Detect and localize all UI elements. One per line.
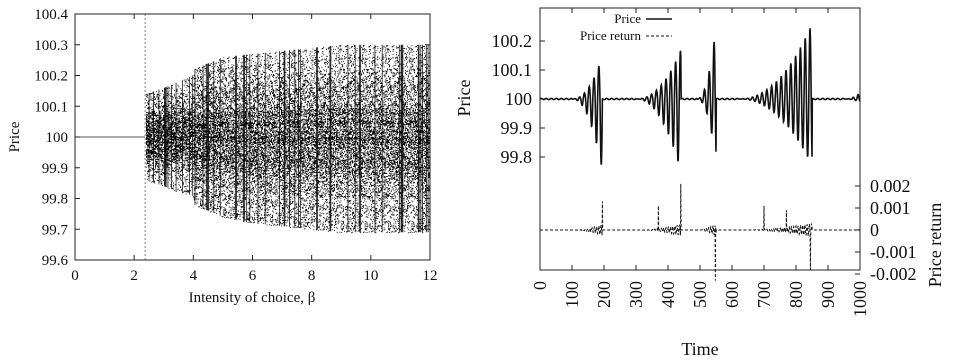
x-axis-label-right: Time <box>681 339 718 359</box>
x-tick-label: 1000 <box>850 281 870 317</box>
x-tick-label: 600 <box>722 281 742 308</box>
tick-marks-right <box>539 8 861 275</box>
x-tick-labels-right: 0 100 200 300 400 500 600 700 800 900 1000 <box>530 281 870 317</box>
x-axis-label: Intensity of choice, β <box>189 290 316 306</box>
x-tick-label: 700 <box>754 281 774 308</box>
y-tick-label: 100.3 <box>34 38 68 54</box>
x-tick-label: 400 <box>658 281 678 308</box>
y-left-tick-label: 99.9 <box>501 118 533 138</box>
y-tick-label: 100.4 <box>34 7 68 23</box>
x-tick-label: 100 <box>562 281 582 308</box>
x-tick-label: 200 <box>594 281 614 308</box>
y-left-tick-label: 100.1 <box>492 60 533 80</box>
tick-marks <box>74 13 431 261</box>
y-tick-label: 99.9 <box>42 161 68 177</box>
y-right-tick-label: -0.002 <box>870 264 917 284</box>
bifurcation-chart: 0 2 4 6 8 10 12 99.6 99.7 99.8 99.9 100 100.1 100.2 1… <box>7 7 438 306</box>
y-tick-label: 100 <box>46 130 69 146</box>
bifurcation-points <box>75 44 431 234</box>
y-right-tick-label: 0.002 <box>870 176 911 196</box>
x-tick-label: 4 <box>190 268 198 284</box>
legend-label-price: Price <box>614 11 641 26</box>
y-tick-label: 99.6 <box>42 253 69 269</box>
y-left-tick-label: 99.8 <box>501 147 533 167</box>
bifurcation-point-cloud <box>146 44 431 234</box>
y-left-tick-label: 100 <box>505 89 532 109</box>
y-right-tick-label: 0 <box>870 220 879 240</box>
y-left-tick-labels: 99.8 99.9 100 100.1 100.2 <box>492 31 533 167</box>
x-tick-label: 0 <box>71 268 79 284</box>
x-tick-label: 2 <box>130 268 138 284</box>
x-tick-label: 10 <box>363 268 378 284</box>
y-right-axis-label: Price return <box>925 203 945 287</box>
y-tick-label: 99.8 <box>42 192 68 208</box>
x-tick-label: 800 <box>786 281 806 308</box>
x-tick-label: 0 <box>530 281 550 290</box>
legend-label-return: Price return <box>580 28 642 43</box>
x-tick-label: 8 <box>308 268 316 284</box>
y-right-tick-label: -0.001 <box>870 242 917 262</box>
x-tick-labels: 0 2 4 6 8 10 12 <box>71 268 437 284</box>
y-left-tick-label: 100.2 <box>492 31 533 51</box>
y-right-tick-label: 0.001 <box>870 198 911 218</box>
x-tick-label: 300 <box>626 281 646 308</box>
x-tick-label: 12 <box>423 268 438 284</box>
x-tick-label: 500 <box>690 281 710 308</box>
y-tick-label: 100.2 <box>34 69 68 85</box>
y-axis-label: Price <box>7 121 23 152</box>
y-tick-label: 99.7 <box>42 222 69 238</box>
x-tick-label: 900 <box>818 281 838 308</box>
y-tick-labels: 99.6 99.7 99.8 99.9 100 100.1 100.2 100.3 100.4 <box>34 7 68 269</box>
price-line <box>539 28 861 165</box>
x-tick-label: 6 <box>249 268 257 284</box>
y-left-axis-label: Price <box>454 79 474 116</box>
legend: Price Price return <box>580 11 672 43</box>
price-return-line <box>540 183 861 281</box>
y-tick-label: 100.1 <box>34 99 68 115</box>
timeseries-chart: 0 100 200 300 400 500 600 700 800 900 1000 99.899.… <box>454 7 945 359</box>
